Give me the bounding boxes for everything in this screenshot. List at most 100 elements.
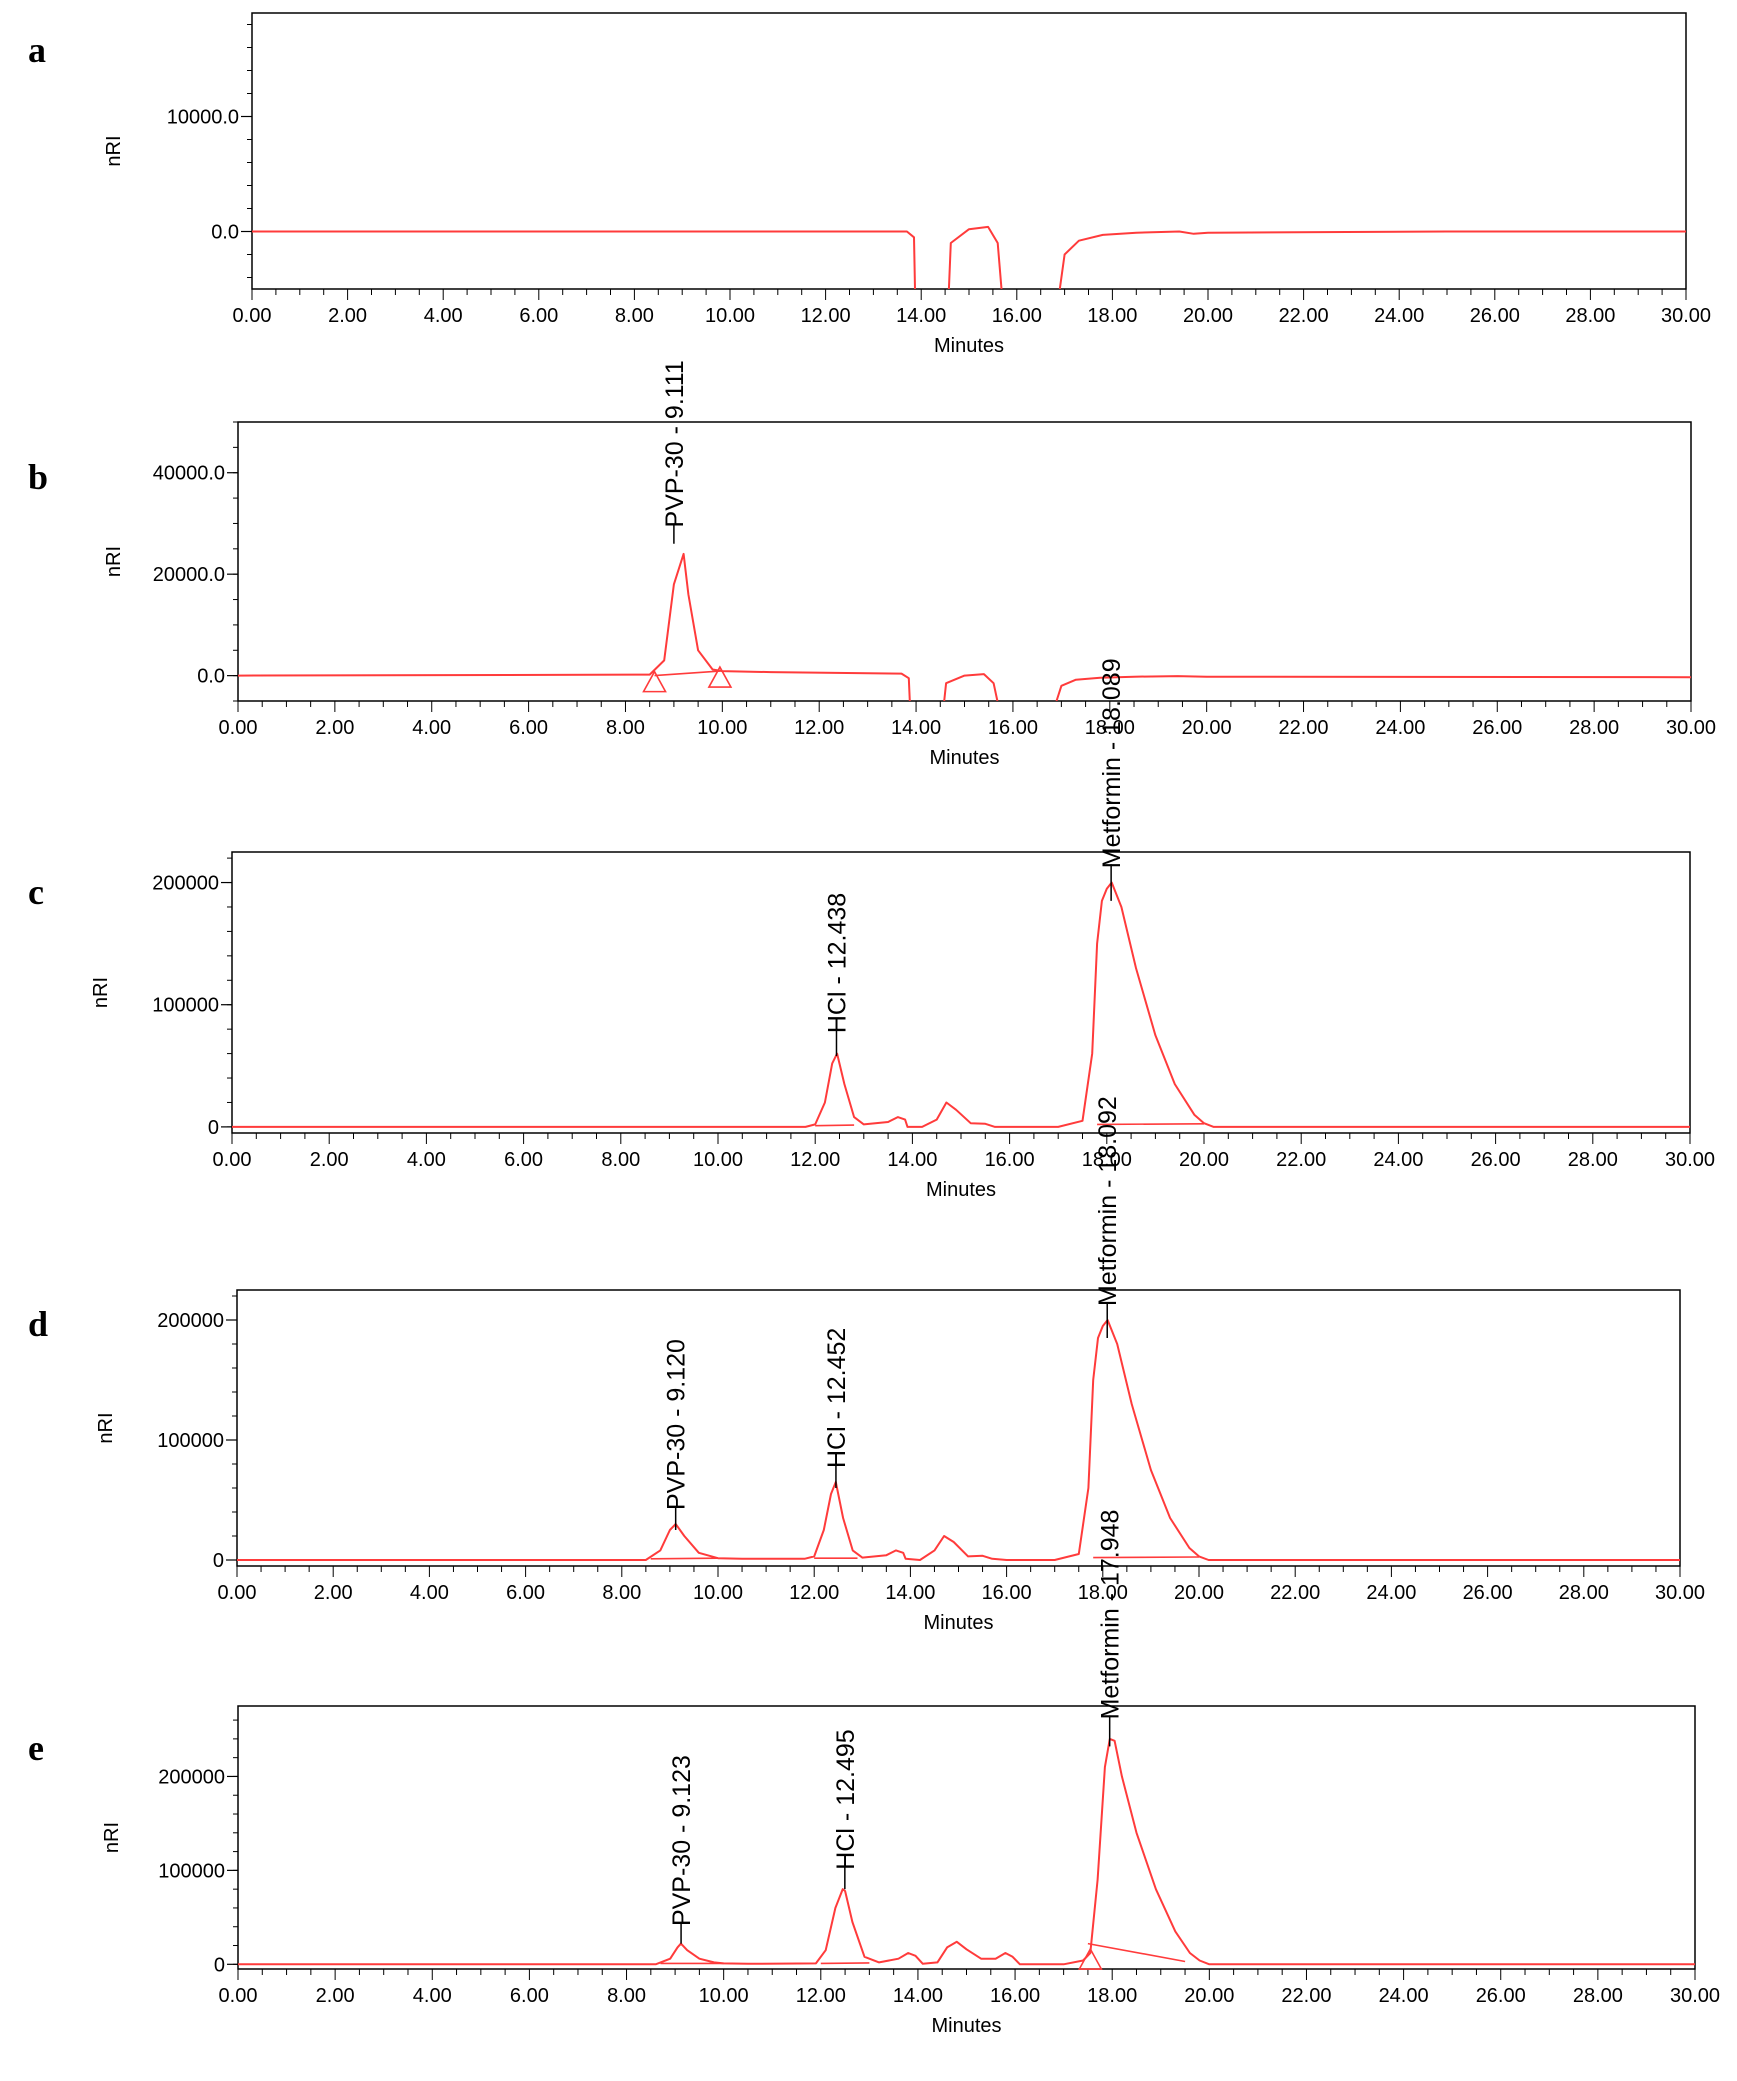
plot-area (237, 1319, 1680, 1561)
x-tick-label: 0.00 (219, 1985, 258, 2007)
chromatogram-trace (252, 230, 916, 289)
x-tick-label: 0.00 (219, 717, 258, 739)
y-axis-title: nRI (103, 546, 125, 577)
x-tick-label: 12.00 (801, 305, 851, 327)
x-tick-label: 16.00 (990, 1985, 1040, 2007)
y-tick-label: 200000 (158, 1766, 225, 1788)
y-tick-label: 200000 (152, 873, 219, 895)
x-tick-label: 22.00 (1270, 1582, 1320, 1604)
peak-label: PVP-30 - 9.111 (661, 360, 689, 527)
chromatogram-trace (1058, 230, 1686, 289)
x-tick-label: 22.00 (1281, 1985, 1331, 2007)
chart-panel-c: c0.00 2.00 4.00 6.00 8.00 10.00 12.00 14.00 16.0… (28, 658, 1715, 1201)
x-tick-label: 24.00 (1366, 1582, 1416, 1604)
x-tick-label: 20.00 (1184, 1985, 1234, 2007)
x-tick-label: 16.00 (992, 305, 1042, 327)
x-tick-label: 20.00 (1183, 305, 1233, 327)
integration-baseline (1093, 1556, 1200, 1559)
y-axis-title: nRI (101, 1822, 123, 1853)
x-tick-label: 16.00 (988, 717, 1038, 739)
x-tick-label: 0.00 (213, 1149, 252, 1171)
plot-area (252, 225, 1686, 289)
x-tick-label: 2.00 (315, 717, 354, 739)
x-tick-label: 22.00 (1276, 1149, 1326, 1171)
chromatogram-trace (238, 1737, 1695, 1966)
x-tick-label: 4.00 (413, 1985, 452, 2007)
x-tick-label: 28.00 (1573, 1985, 1623, 2007)
plot-area (238, 552, 1691, 701)
panel-letter: a (28, 30, 46, 70)
x-axis-title: Minutes (926, 1179, 996, 1201)
chromatogram-trace (1055, 675, 1691, 701)
y-tick-label: 0.0 (197, 666, 225, 688)
x-tick-label: 20.00 (1179, 1149, 1229, 1171)
x-tick-label: 18.00 (1082, 1149, 1132, 1171)
panel-letter: d (28, 1304, 48, 1344)
x-tick-label: 8.00 (607, 1985, 646, 2007)
integration-baseline (815, 1124, 855, 1127)
plot-area (232, 881, 1690, 1128)
peak-label: HCl - 12.495 (832, 1729, 860, 1869)
x-tick-label: 6.00 (519, 305, 558, 327)
x-tick-label: 22.00 (1279, 305, 1329, 327)
x-tick-label: 4.00 (410, 1582, 449, 1604)
x-tick-label: 6.00 (504, 1149, 543, 1171)
x-tick-label: 18.00 (1087, 305, 1137, 327)
x-tick-label: 26.00 (1472, 717, 1522, 739)
x-tick-label: 18.00 (1085, 717, 1135, 739)
x-tick-label: 28.00 (1565, 305, 1615, 327)
x-tick-label: 28.00 (1569, 717, 1619, 739)
x-tick-label: 12.00 (789, 1582, 839, 1604)
y-axis-title: nRI (90, 977, 112, 1008)
x-tick-label: 8.00 (606, 717, 645, 739)
x-tick-label: 2.00 (314, 1582, 353, 1604)
x-tick-label: 24.00 (1374, 305, 1424, 327)
peak-label: HCl - 12.452 (823, 1328, 851, 1468)
peak-label: Metformin - 17.948 (1097, 1510, 1125, 1720)
x-tick-label: 10.00 (693, 1149, 743, 1171)
chart-panel-a: a 0.00 2.00 4.00 6.00 8.00 10.00 12.00 14.00 16.0… (28, 12, 1711, 357)
x-tick-label: 8.00 (615, 305, 654, 327)
y-tick-label: 10000.0 (167, 107, 239, 129)
x-tick-label: 8.00 (601, 1149, 640, 1171)
x-tick-label: 30.00 (1665, 1149, 1715, 1171)
x-axis-title: Minutes (931, 2015, 1001, 2037)
panel-letter: e (28, 1728, 44, 1768)
chromatogram-trace (237, 1319, 1680, 1561)
x-tick-label: 10.00 (699, 1985, 749, 2007)
y-tick-label: 0 (213, 1550, 224, 1572)
x-tick-label: 16.00 (982, 1582, 1032, 1604)
y-tick-label: 100000 (157, 1430, 224, 1452)
y-tick-label: 40000.0 (153, 463, 225, 485)
peak-label: HCl - 12.438 (823, 893, 851, 1033)
x-tick-label: 26.00 (1476, 1985, 1526, 2007)
x-tick-label: 14.00 (887, 1149, 937, 1171)
x-tick-label: 26.00 (1470, 305, 1520, 327)
plot-frame (231, 851, 1691, 1134)
y-tick-label: 200000 (157, 1310, 224, 1332)
x-tick-label: 2.00 (328, 305, 367, 327)
chart-panel-d: d 0.00 2.00 4.00 6.00 8.00 10.00 12.00 14.00 16.0… (28, 1096, 1705, 1634)
x-tick-label: 6.00 (510, 1985, 549, 2007)
integration-baseline (650, 1557, 719, 1560)
x-tick-label: 30.00 (1661, 305, 1711, 327)
x-tick-label: 8.00 (602, 1582, 641, 1604)
x-tick-label: 0.00 (233, 305, 272, 327)
x-tick-label: 16.00 (985, 1149, 1035, 1171)
integration-baseline (654, 670, 720, 677)
x-tick-label: 2.00 (310, 1149, 349, 1171)
x-tick-label: 12.00 (794, 717, 844, 739)
integration-baseline (820, 1962, 870, 1965)
integration-baseline (1097, 1123, 1205, 1126)
x-tick-label: 12.00 (796, 1985, 846, 2007)
x-tick-label: 30.00 (1670, 1985, 1720, 2007)
x-tick-label: 4.00 (412, 717, 451, 739)
x-tick-label: 26.00 (1471, 1149, 1521, 1171)
y-axis-title: nRI (95, 1412, 117, 1443)
x-tick-label: 18.00 (1078, 1582, 1128, 1604)
x-tick-label: 14.00 (896, 305, 946, 327)
plot-frame (237, 1705, 1696, 1970)
x-tick-label: 24.00 (1373, 1149, 1423, 1171)
x-tick-label: 4.00 (424, 305, 463, 327)
